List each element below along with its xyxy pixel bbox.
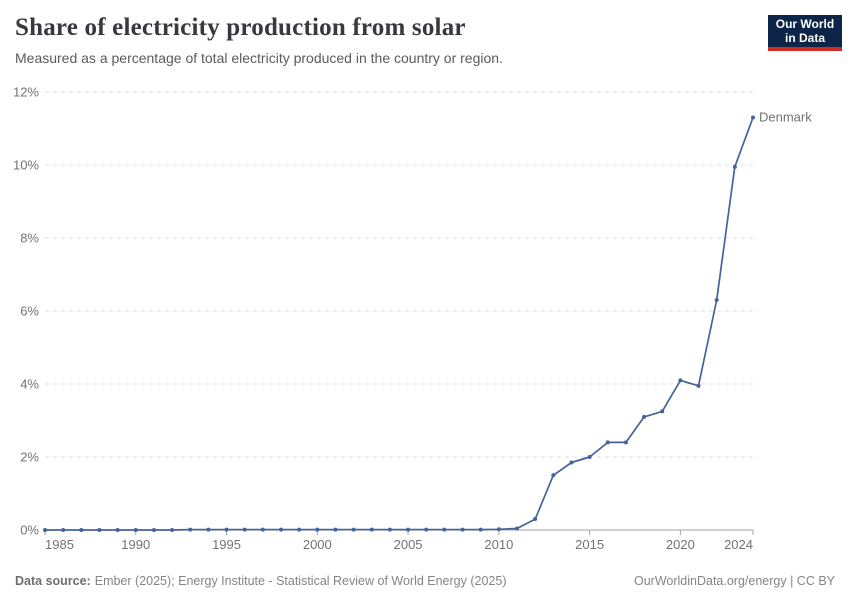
data-source-text: Ember (2025); Energy Institute - Statist… [94,574,507,588]
chart-header: Share of electricity production from sol… [15,14,740,66]
svg-text:2015: 2015 [575,537,604,550]
svg-text:2%: 2% [20,450,39,465]
data-source-label: Data source: [15,574,91,588]
svg-text:2010: 2010 [484,537,513,550]
data-points-denmark [43,115,755,532]
y-axis-labels: 0% 2% 4% 6% 8% 10% 12% [13,85,39,538]
chart-title: Share of electricity production from sol… [15,14,466,41]
svg-text:4%: 4% [20,377,39,392]
series-line-denmark [45,117,754,531]
y-gridlines [45,91,753,458]
svg-text:10%: 10% [13,158,39,173]
svg-text:12%: 12% [13,85,39,100]
svg-text:1990: 1990 [121,537,150,550]
svg-text:6%: 6% [20,304,39,319]
chart-area: 0% 2% 4% 6% 8% 10% 12% 1985 1990 1995 2000 2005 2010… [0,80,850,551]
line-chart: 0% 2% 4% 6% 8% 10% 12% 1985 1990 1995 2000 2005 2010… [13,85,812,551]
footer-license-link[interactable]: OurWorldinData.org/energy | CC BY [633,574,835,588]
chart-subtitle: Measured as a percentage of total electr… [15,50,503,66]
svg-text:2005: 2005 [394,537,423,550]
svg-text:2024: 2024 [724,537,753,550]
svg-text:2000: 2000 [303,537,332,550]
owid-logo-line1: Our World [775,17,835,31]
svg-text:1985: 1985 [45,537,74,550]
x-axis: 1985 1990 1995 2000 2005 2010 2015 2020 2024 [44,529,754,550]
chart-footer: Data source: Ember (2025); Energy Institu… [15,574,835,588]
owid-logo[interactable]: Our World in Data [768,15,842,51]
svg-text:2020: 2020 [666,537,695,550]
svg-text:0%: 0% [20,523,39,538]
svg-text:8%: 8% [20,231,39,246]
data-source: Data source: Ember (2025); Energy Institu… [15,574,506,588]
series-label-denmark: Denmark [759,110,812,125]
svg-text:1995: 1995 [212,537,241,550]
owid-logo-line2: in Data [784,31,825,45]
